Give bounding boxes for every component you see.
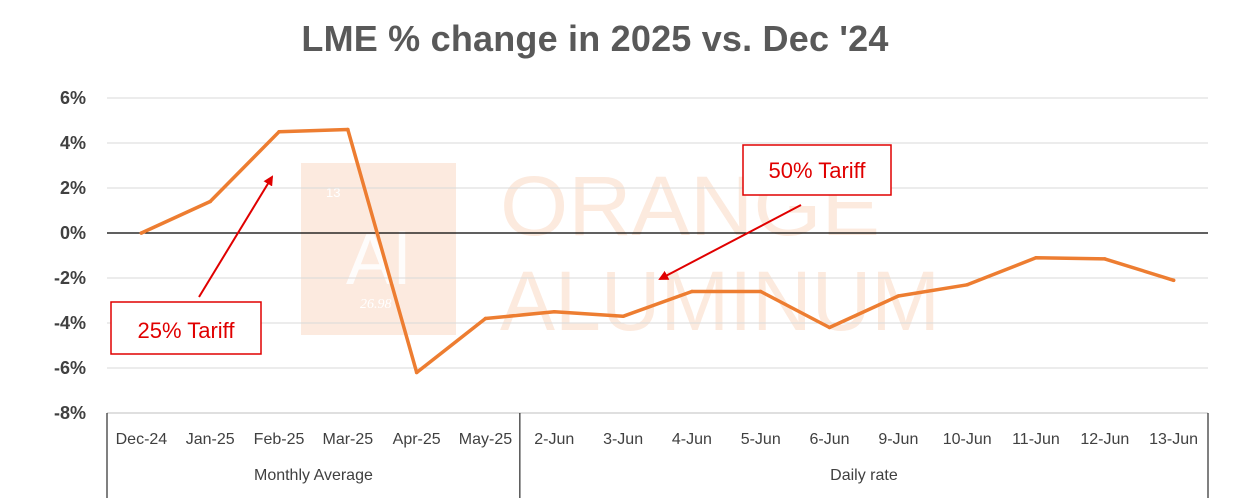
series-line xyxy=(139,127,1176,375)
y-tick-label: 6% xyxy=(60,88,86,108)
x-tick-label: Mar-25 xyxy=(323,431,374,448)
data-point xyxy=(1102,257,1107,261)
annotation-arrow-25-tariff xyxy=(198,175,274,298)
y-tick-label: -4% xyxy=(54,313,86,333)
watermark-badge-number: 13 xyxy=(326,185,340,200)
data-point xyxy=(965,282,969,287)
data-point xyxy=(277,129,281,134)
x-tick-label: May-25 xyxy=(459,431,512,448)
watermark-badge-mass: 26.98 xyxy=(360,297,392,312)
x-tick-label: 10-Jun xyxy=(943,431,992,448)
x-tick-label: 12-Jun xyxy=(1080,431,1129,448)
data-point xyxy=(690,289,694,294)
category-group-label: Monthly Average xyxy=(254,467,373,484)
chart-title: LME % change in 2025 vs. Dec '24 xyxy=(301,18,889,59)
data-point xyxy=(1034,255,1038,260)
data-point xyxy=(346,127,350,132)
gridlines xyxy=(107,97,1208,369)
data-point xyxy=(896,294,901,298)
data-point xyxy=(208,199,213,204)
x-tick-label: 6-Jun xyxy=(810,431,850,448)
watermark-logo: Al 13 26.98 ORANGE ALUMINUM xyxy=(301,159,940,348)
annotation-25-tariff: 25% Tariff xyxy=(137,318,235,343)
category-group-label: Daily rate xyxy=(830,467,898,484)
x-tick-label: 11-Jun xyxy=(1012,431,1060,448)
data-point xyxy=(827,325,832,330)
annotation-arrow-50-tariff xyxy=(658,204,802,280)
x-tick-label: 3-Jun xyxy=(603,431,643,448)
data-point xyxy=(483,316,488,321)
x-tick-label: 4-Jun xyxy=(672,431,712,448)
x-tick-label: Jan-25 xyxy=(186,431,235,448)
data-point xyxy=(552,309,557,314)
x-tick-label: Dec-24 xyxy=(116,431,168,448)
x-tick-label: 13-Jun xyxy=(1149,431,1198,448)
x-tick-label: Feb-25 xyxy=(254,431,305,448)
annotation-box-25-tariff xyxy=(110,301,262,355)
annotations: 25% Tariff 50% Tariff xyxy=(110,144,892,355)
data-point xyxy=(1171,278,1176,283)
axes xyxy=(106,232,1209,498)
x-tick-label: Apr-25 xyxy=(393,431,441,448)
watermark-badge xyxy=(301,163,456,335)
data-point xyxy=(758,289,763,294)
x-tick-labels: Dec-24 Jan-25 Feb-25 Mar-25 Apr-25 May-25 2-Ju… xyxy=(116,431,1198,448)
y-tick-label: 4% xyxy=(60,133,86,153)
y-tick-label: -8% xyxy=(54,403,86,423)
y-tick-label: 2% xyxy=(60,178,86,198)
data-point xyxy=(621,314,625,319)
data-point xyxy=(139,231,144,235)
annotation-50-tariff: 50% Tariff xyxy=(768,158,866,183)
y-tick-label: 0% xyxy=(60,223,86,243)
x-tick-label: 2-Jun xyxy=(534,431,574,448)
y-tick-label: -6% xyxy=(54,358,86,378)
y-tick-labels: 6% 4% 2% 0% -2% -4% -6% -8% xyxy=(54,88,86,423)
category-group-labels: Monthly Average Daily rate xyxy=(254,467,898,484)
data-point xyxy=(414,370,419,375)
x-tick-label: 5-Jun xyxy=(741,431,781,448)
watermark-word-line2: ALUMINUM xyxy=(500,254,940,348)
annotation-box-50-tariff xyxy=(742,144,892,196)
x-tick-label: 9-Jun xyxy=(878,431,918,448)
y-tick-label: -2% xyxy=(54,268,86,288)
series-layer xyxy=(139,127,1176,375)
